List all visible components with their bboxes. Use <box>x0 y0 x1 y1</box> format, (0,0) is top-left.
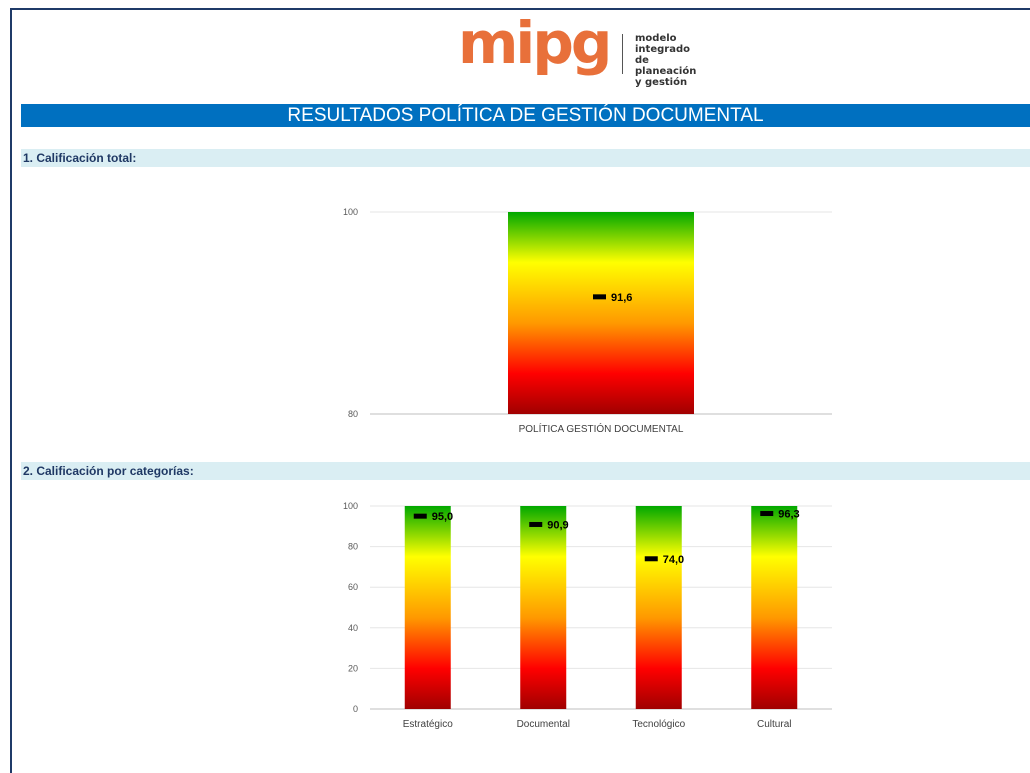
data-label: 91,6 <box>611 292 632 304</box>
y-tick-label: 80 <box>348 542 358 552</box>
data-label: 95,0 <box>432 511 453 523</box>
category-scores-chart: 0 20 40 60 80 100 95,0 Estratégico 90,9 Documenta… <box>343 501 832 730</box>
score-marker <box>529 521 543 527</box>
report-frame <box>10 8 1030 773</box>
data-label: 96,3 <box>778 509 799 521</box>
data-label: 74,0 <box>663 554 684 566</box>
total-score-chart: 80 100 91,6 POLÍTICA GESTIÓN DOCUMENTAL <box>343 207 832 435</box>
x-tick-label: POLÍTICA GESTIÓN DOCUMENTAL <box>519 422 684 435</box>
y-tick-label: 20 <box>348 663 358 673</box>
section-title-categories: 2. Calificación por categorías: <box>21 462 1030 480</box>
logo-wordmark: mipg <box>458 9 612 77</box>
x-tick-label: Estratégico <box>403 719 453 730</box>
x-tick-label: Tecnológico <box>632 719 685 730</box>
score-marker <box>760 511 774 517</box>
x-tick-label: Documental <box>517 719 570 730</box>
y-tick-label: 100 <box>343 501 358 511</box>
y-tick-label: 0 <box>353 704 358 714</box>
y-tick-label: 80 <box>348 409 358 419</box>
logo-divider <box>622 34 623 74</box>
gauge-bar <box>520 506 567 709</box>
x-tick-label: Cultural <box>757 719 791 730</box>
gauge-bar <box>635 506 682 709</box>
y-tick-label: 100 <box>343 207 358 217</box>
score-marker <box>644 556 658 562</box>
gauge-bar <box>404 506 451 709</box>
data-label: 90,9 <box>547 519 568 531</box>
gauge-bar <box>508 212 694 414</box>
gauge-bar <box>751 506 798 709</box>
section-title-total: 1. Calificación total: <box>21 149 1030 167</box>
logo-tagline: modelo integrado de planeación y gestión <box>635 33 697 88</box>
y-tick-label: 40 <box>348 623 358 633</box>
score-marker <box>413 513 427 519</box>
score-marker <box>593 294 606 300</box>
y-tick-label: 60 <box>348 582 358 592</box>
page-title: RESULTADOS POLÍTICA DE GESTIÓN DOCUMENTA… <box>21 104 1030 127</box>
